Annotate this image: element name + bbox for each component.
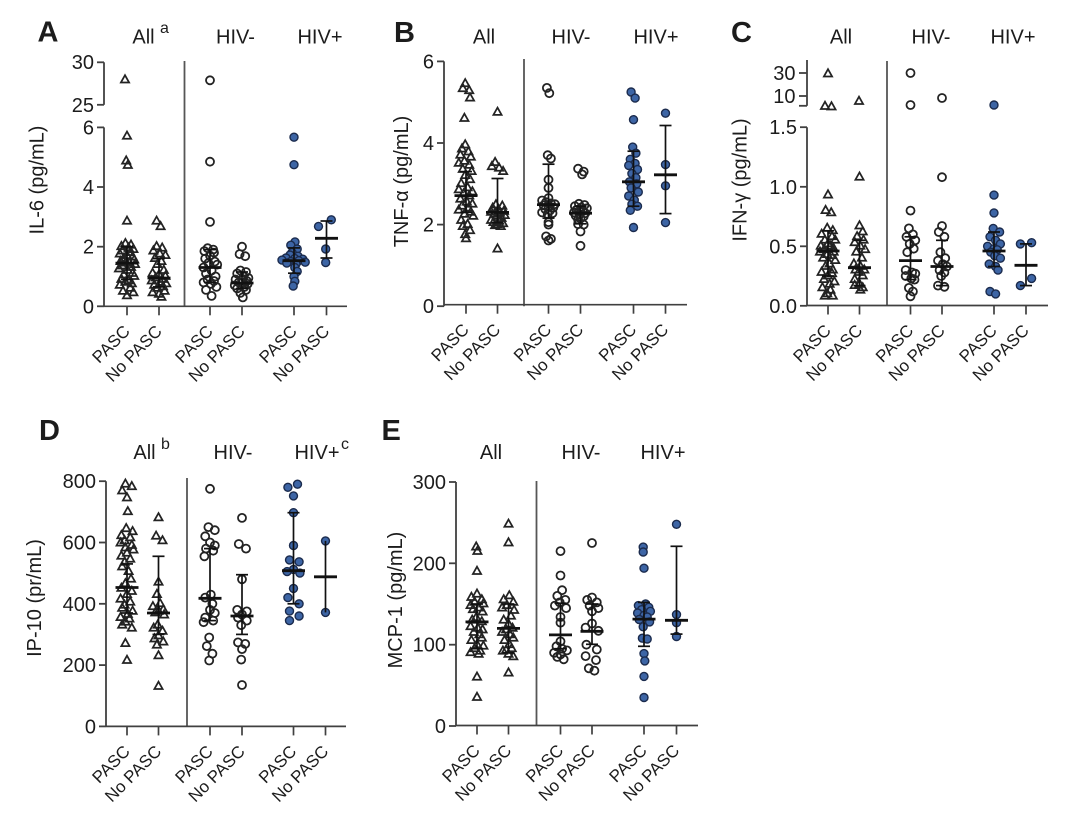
svg-text:200: 200 xyxy=(413,553,446,575)
svg-text:1.5: 1.5 xyxy=(769,117,797,139)
svg-text:4: 4 xyxy=(423,133,434,155)
svg-text:HIV-: HIV- xyxy=(562,442,601,464)
svg-text:0.0: 0.0 xyxy=(769,296,797,318)
svg-text:25: 25 xyxy=(72,95,94,117)
svg-text:HIV+: HIV+ xyxy=(294,442,339,464)
svg-text:30: 30 xyxy=(72,52,94,74)
svg-text:All: All xyxy=(133,442,155,464)
svg-text:0: 0 xyxy=(423,296,434,318)
svg-text:IFN-γ (pg/mL): IFN-γ (pg/mL) xyxy=(730,118,752,241)
svg-text:MCP-1 (pg/mL): MCP-1 (pg/mL) xyxy=(385,532,407,669)
svg-text:2: 2 xyxy=(423,215,434,237)
svg-text:HIV+: HIV+ xyxy=(990,27,1035,49)
svg-text:HIV-: HIV- xyxy=(912,27,951,49)
svg-text:200: 200 xyxy=(63,655,96,677)
svg-text:1.0: 1.0 xyxy=(769,177,797,199)
svg-text:0: 0 xyxy=(83,296,94,318)
svg-text:600: 600 xyxy=(63,533,96,555)
svg-text:HIV-: HIV- xyxy=(214,442,253,464)
svg-text:0: 0 xyxy=(435,716,446,738)
svg-text:All: All xyxy=(480,442,502,464)
svg-text:10: 10 xyxy=(773,86,795,108)
svg-text:30: 30 xyxy=(773,63,795,85)
svg-text:C: C xyxy=(731,17,752,49)
svg-text:4: 4 xyxy=(83,177,94,199)
svg-text:HIV-: HIV- xyxy=(552,27,591,49)
svg-text:0.5: 0.5 xyxy=(769,236,797,258)
svg-text:800: 800 xyxy=(63,471,96,493)
svg-text:b: b xyxy=(161,436,170,453)
svg-text:D: D xyxy=(39,415,60,447)
svg-text:IP-10 (pr/mL): IP-10 (pr/mL) xyxy=(24,539,46,657)
svg-text:0: 0 xyxy=(85,716,96,738)
svg-text:HIV+: HIV+ xyxy=(297,27,342,49)
svg-text:E: E xyxy=(382,415,401,447)
svg-text:a: a xyxy=(160,20,169,37)
svg-text:B: B xyxy=(394,17,415,49)
svg-text:HIV-: HIV- xyxy=(216,27,255,49)
svg-text:6: 6 xyxy=(423,51,434,73)
svg-text:All: All xyxy=(132,27,154,49)
svg-text:300: 300 xyxy=(413,472,446,494)
svg-text:All: All xyxy=(473,27,495,49)
svg-text:A: A xyxy=(38,17,59,49)
svg-text:All: All xyxy=(830,27,852,49)
svg-text:IL-6 (pg/mL): IL-6 (pg/mL) xyxy=(27,126,49,235)
svg-text:6: 6 xyxy=(83,117,94,139)
svg-text:TNF-α (pg/mL): TNF-α (pg/mL) xyxy=(391,116,413,248)
svg-text:HIV+: HIV+ xyxy=(640,442,685,464)
svg-text:400: 400 xyxy=(63,594,96,616)
svg-text:c: c xyxy=(341,436,349,453)
svg-text:HIV+: HIV+ xyxy=(633,27,678,49)
svg-text:2: 2 xyxy=(83,237,94,259)
svg-text:100: 100 xyxy=(413,635,446,657)
